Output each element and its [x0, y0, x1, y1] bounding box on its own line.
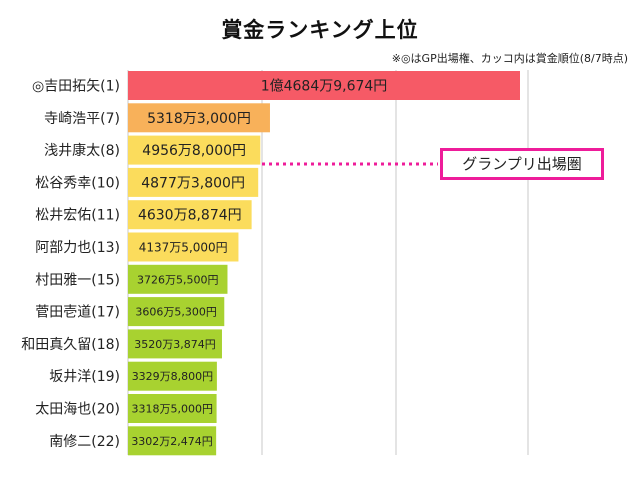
bar-4	[128, 200, 252, 230]
bar-9	[128, 361, 217, 391]
data-label-8: 3520万3,874円	[134, 338, 216, 351]
grand-prix-callout: グランプリ出場圏	[440, 148, 604, 180]
category-label-8: 和田真久留(18)	[21, 337, 120, 353]
bar-10	[128, 394, 217, 423]
category-label-4: 松井宏佑(11)	[35, 208, 120, 224]
category-label-11: 南修二(22)	[49, 434, 120, 450]
data-label-6: 3726万5,500円	[137, 273, 219, 286]
category-label-3: 松谷秀幸(10)	[35, 175, 120, 191]
data-label-5: 4137万5,000円	[139, 240, 228, 254]
bar-6	[128, 264, 228, 294]
data-label-3: 4877万3,800円	[141, 175, 245, 191]
bar-2	[128, 135, 261, 165]
data-label-1: 5318万3,000円	[147, 111, 251, 127]
data-label-2: 4956万8,000円	[142, 143, 246, 159]
chart-note: ※◎はGP出場権、カッコ内は賞金順位(8/7時点)	[391, 52, 628, 65]
bar-11	[128, 426, 217, 456]
bar-1	[128, 103, 270, 133]
bar-5	[128, 232, 239, 262]
data-label-9: 3329万8,800円	[132, 370, 214, 383]
category-label-2: 浅井康太(8)	[44, 142, 120, 159]
category-label-5: 阿部力也(13)	[35, 240, 120, 256]
bar-8	[128, 329, 222, 359]
bar-0	[128, 71, 520, 100]
category-label-6: 村田雅一(15)	[35, 272, 120, 288]
data-label-11: 3302万2,474円	[131, 435, 213, 448]
category-label-7: 菅田壱道(17)	[35, 304, 120, 321]
chart-title: 賞金ランキング上位	[221, 18, 419, 42]
category-label-0: ◎吉田拓矢(1)	[32, 79, 120, 95]
category-label-1: 寺崎浩平(7)	[44, 111, 120, 127]
category-label-9: 坂井洋(19)	[49, 369, 120, 385]
data-label-10: 3318万5,000円	[132, 402, 214, 415]
bar-3	[128, 167, 259, 197]
bar-7	[128, 297, 225, 327]
data-label-0: 1億4684万9,674円	[261, 79, 388, 95]
data-label-7: 3606万5,300円	[135, 306, 217, 319]
data-label-4: 4630万8,874円	[138, 208, 242, 224]
category-label-10: 太田海也(20)	[35, 402, 120, 418]
